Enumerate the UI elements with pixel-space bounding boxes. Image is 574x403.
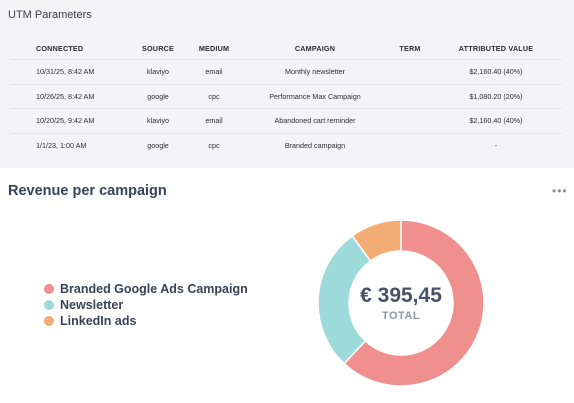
cell-source: google <box>147 141 169 151</box>
revenue-donut-chart: € 395,45 TOTAL <box>318 220 484 386</box>
legend-item-newsletter[interactable]: Newsletter <box>44 297 248 313</box>
utm-title: UTM Parameters <box>8 9 92 21</box>
legend-label: Branded Google Ads Campaign <box>60 282 248 296</box>
cell-campaign: Monthly newsletter <box>285 67 345 77</box>
cell-connected: 10/20/25, 9:42 AM <box>36 116 95 126</box>
utm-parameters-card: UTM Parameters CONNECTED SOURCE MEDIUM C… <box>0 0 574 168</box>
cell-attributed-value: $2,160.40 (40%) <box>469 116 523 126</box>
chart-legend: Branded Google Ads Campaign Newsletter L… <box>44 281 248 329</box>
header-campaign[interactable]: CAMPAIGN <box>294 43 336 53</box>
table-row[interactable]: 10/31/25, 8:42 AM klaviyo email Monthly … <box>10 60 562 85</box>
legend-item-branded-google-ads[interactable]: Branded Google Ads Campaign <box>44 281 248 297</box>
donut-total-value: € 395,45 <box>360 284 442 307</box>
cell-medium: cpc <box>208 141 220 151</box>
legend-dot <box>44 316 54 326</box>
legend-item-linkedin-ads[interactable]: LinkedIn ads <box>44 313 248 329</box>
cell-medium: cpc <box>208 91 220 101</box>
table-header-row: CONNECTED SOURCE MEDIUM CAMPAIGN TERM AT… <box>10 37 562 60</box>
cell-connected: 10/31/25, 8:42 AM <box>36 67 95 77</box>
header-term[interactable]: TERM <box>399 43 421 53</box>
legend-dot <box>44 284 54 294</box>
legend-label: LinkedIn ads <box>60 314 137 328</box>
cell-connected: 10/26/25, 8:42 AM <box>36 91 95 101</box>
donut-svg <box>318 220 484 386</box>
more-horizontal-icon[interactable]: ••• <box>552 184 568 198</box>
donut-total-label: TOTAL <box>381 310 421 322</box>
header-medium[interactable]: MEDIUM <box>198 43 230 53</box>
cell-medium: email <box>205 67 223 77</box>
cell-campaign: Branded campaign <box>284 141 346 151</box>
revenue-per-campaign-title: Revenue per campaign <box>8 183 167 199</box>
cell-attributed-value: - <box>494 141 498 151</box>
cell-campaign: Performance Max Campaign <box>269 91 361 101</box>
donut-slice-branded-google-ads-campaign[interactable] <box>343 220 484 386</box>
legend-dot <box>44 300 54 310</box>
utm-table: CONNECTED SOURCE MEDIUM CAMPAIGN TERM AT… <box>10 37 562 158</box>
cell-connected: 1/1/23, 1:00 AM <box>36 141 87 151</box>
cell-attributed-value: $2,160.40 (40%) <box>469 67 523 77</box>
cell-campaign: Abandoned cart reminder <box>274 116 356 126</box>
header-attributed-value[interactable]: ATTRIBUTED VALUE <box>458 43 534 53</box>
donut-slice-linkedin-ads[interactable] <box>351 220 402 262</box>
cell-medium: email <box>205 116 223 126</box>
cell-source: google <box>147 91 169 101</box>
header-source[interactable]: SOURCE <box>142 43 174 53</box>
cell-source: klaviyo <box>147 116 169 126</box>
header-connected[interactable]: CONNECTED <box>36 43 84 53</box>
table-row[interactable]: 10/26/25, 8:42 AM google cpc Performance… <box>10 85 562 109</box>
table-row[interactable]: 1/1/23, 1:00 AM google cpc Branded campa… <box>10 134 562 159</box>
cell-source: klaviyo <box>147 67 169 77</box>
legend-label: Newsletter <box>60 298 124 312</box>
table-row[interactable]: 10/20/25, 9:42 AM klaviyo email Abandone… <box>10 109 562 134</box>
cell-attributed-value: $1,080.20 (20%) <box>469 91 523 101</box>
